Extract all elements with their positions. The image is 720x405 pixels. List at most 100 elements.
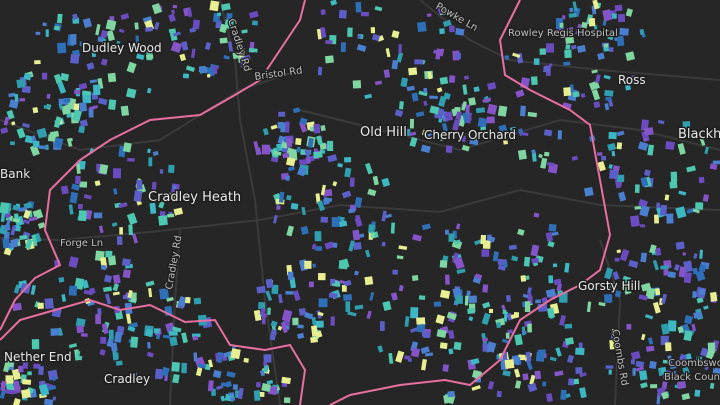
building xyxy=(22,122,31,128)
building xyxy=(655,288,661,296)
building xyxy=(398,245,408,251)
building xyxy=(391,59,399,70)
building xyxy=(559,292,568,303)
building xyxy=(32,140,40,148)
building xyxy=(635,366,645,372)
building xyxy=(122,269,131,279)
building xyxy=(9,141,16,146)
building xyxy=(78,210,87,222)
building xyxy=(221,3,231,11)
building xyxy=(168,164,175,174)
building xyxy=(3,224,11,231)
building xyxy=(597,161,606,172)
building xyxy=(597,52,605,61)
building xyxy=(482,240,491,249)
building xyxy=(325,40,333,45)
building xyxy=(616,142,623,150)
building xyxy=(106,30,115,42)
building xyxy=(603,74,611,80)
building xyxy=(581,21,588,29)
building xyxy=(193,352,198,362)
building xyxy=(505,332,510,339)
building xyxy=(681,393,691,401)
building xyxy=(454,239,461,245)
building xyxy=(98,225,104,234)
building xyxy=(172,326,182,333)
building xyxy=(108,329,114,340)
building xyxy=(452,252,459,264)
building xyxy=(22,379,32,385)
building xyxy=(170,41,183,54)
building xyxy=(354,196,363,209)
building xyxy=(497,390,502,396)
building xyxy=(226,12,233,20)
building xyxy=(520,132,529,137)
building xyxy=(204,41,212,51)
building xyxy=(122,142,132,153)
building xyxy=(284,397,291,404)
building xyxy=(675,241,685,250)
building xyxy=(524,301,531,313)
building xyxy=(219,23,228,34)
building xyxy=(16,78,26,89)
building xyxy=(445,145,453,154)
building xyxy=(77,203,83,210)
building xyxy=(266,379,274,385)
building xyxy=(504,55,509,60)
building xyxy=(127,326,136,333)
building xyxy=(572,1,578,12)
building xyxy=(93,84,101,96)
building xyxy=(404,355,411,360)
building xyxy=(427,71,433,80)
building xyxy=(597,152,603,156)
building xyxy=(248,47,258,53)
building xyxy=(223,55,230,60)
building xyxy=(103,274,113,283)
building xyxy=(595,74,601,84)
building xyxy=(60,185,69,195)
building xyxy=(482,337,489,342)
building xyxy=(400,77,409,88)
building xyxy=(81,90,92,96)
building xyxy=(448,329,455,340)
building xyxy=(592,0,600,10)
building xyxy=(429,95,438,100)
building xyxy=(148,157,153,167)
building xyxy=(355,1,362,13)
building xyxy=(5,389,14,395)
building xyxy=(482,343,488,352)
building xyxy=(69,191,79,204)
building xyxy=(27,371,32,376)
building xyxy=(88,107,94,118)
building xyxy=(628,259,639,269)
building xyxy=(673,264,680,271)
building xyxy=(193,297,202,305)
building xyxy=(31,339,40,350)
building xyxy=(107,72,117,83)
building xyxy=(99,349,106,356)
building xyxy=(54,26,60,31)
building xyxy=(8,92,16,98)
building xyxy=(698,176,705,184)
building xyxy=(263,365,269,373)
building xyxy=(617,13,626,23)
building xyxy=(112,168,122,179)
building xyxy=(70,54,80,64)
building xyxy=(424,352,434,357)
building xyxy=(630,350,641,360)
building xyxy=(316,28,322,40)
building xyxy=(28,216,38,222)
building xyxy=(97,97,108,106)
building xyxy=(664,194,670,201)
building xyxy=(192,335,199,341)
building xyxy=(288,166,296,172)
place-label: Dudley Wood xyxy=(82,41,162,55)
building xyxy=(344,167,352,178)
building xyxy=(435,314,446,325)
building xyxy=(630,359,635,365)
building xyxy=(285,175,290,181)
building xyxy=(540,157,548,169)
building xyxy=(2,238,11,249)
building xyxy=(347,311,357,317)
